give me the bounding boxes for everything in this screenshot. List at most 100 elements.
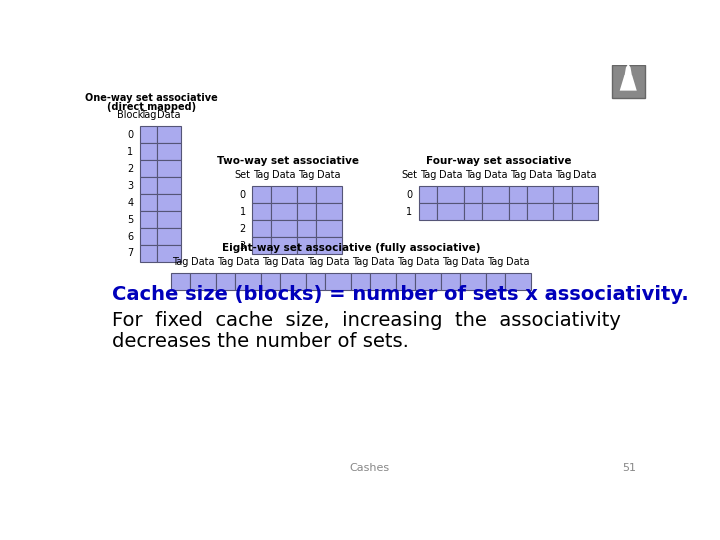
Bar <box>140 143 157 160</box>
Text: 6: 6 <box>127 232 133 241</box>
Bar <box>297 186 315 204</box>
Bar <box>252 237 271 254</box>
Bar <box>140 177 157 194</box>
Text: Tag: Tag <box>442 256 459 267</box>
Text: 0: 0 <box>127 130 133 140</box>
Text: Data: Data <box>272 170 295 180</box>
Polygon shape <box>624 64 632 77</box>
Bar <box>280 273 306 289</box>
Bar <box>527 204 554 220</box>
Text: Data: Data <box>157 110 181 120</box>
Bar <box>437 204 464 220</box>
Bar <box>271 186 297 204</box>
Bar <box>554 186 572 204</box>
Bar <box>415 273 441 289</box>
Text: 0: 0 <box>406 190 413 200</box>
Text: Tag: Tag <box>217 256 234 267</box>
Text: Data: Data <box>317 170 341 180</box>
Text: Data: Data <box>573 170 597 180</box>
Text: Set: Set <box>401 170 418 180</box>
Text: Data: Data <box>528 170 552 180</box>
Bar <box>140 126 157 143</box>
Text: Four-way set associative: Four-way set associative <box>426 157 572 166</box>
Bar <box>418 186 437 204</box>
Text: Data: Data <box>326 256 350 267</box>
Bar <box>554 204 572 220</box>
Bar <box>482 186 508 204</box>
Bar <box>315 237 342 254</box>
Bar <box>527 186 554 204</box>
Bar <box>437 186 464 204</box>
Bar <box>157 160 181 177</box>
Bar <box>261 273 280 289</box>
Bar <box>482 204 508 220</box>
Text: Data: Data <box>236 256 260 267</box>
Text: Tag: Tag <box>397 256 413 267</box>
Text: Tag: Tag <box>173 256 189 267</box>
Text: 1: 1 <box>406 207 413 217</box>
Text: Tag: Tag <box>307 256 324 267</box>
Bar <box>140 160 157 177</box>
Text: 3: 3 <box>240 241 246 251</box>
Bar <box>351 273 370 289</box>
Text: Tag: Tag <box>420 170 436 180</box>
Bar <box>572 204 598 220</box>
Bar <box>140 228 157 245</box>
Bar <box>140 245 157 262</box>
Polygon shape <box>620 75 636 91</box>
Bar <box>297 237 315 254</box>
Bar <box>171 273 190 289</box>
Bar <box>572 186 598 204</box>
Text: Set: Set <box>235 170 251 180</box>
Text: Data: Data <box>416 256 440 267</box>
Text: Tag: Tag <box>352 256 369 267</box>
Text: Cashes: Cashes <box>349 463 389 473</box>
Text: Data: Data <box>506 256 529 267</box>
Bar <box>315 220 342 237</box>
Text: Data: Data <box>192 256 215 267</box>
Bar <box>505 273 531 289</box>
Bar <box>508 186 527 204</box>
Bar <box>486 273 505 289</box>
Text: Eight-way set associative (fully associative): Eight-way set associative (fully associa… <box>222 244 480 253</box>
Text: Data: Data <box>484 170 507 180</box>
Text: 51: 51 <box>622 463 636 473</box>
Bar <box>464 186 482 204</box>
Text: Tag: Tag <box>298 170 315 180</box>
Text: Tag: Tag <box>140 110 156 120</box>
Bar <box>370 273 396 289</box>
Bar <box>325 273 351 289</box>
Text: Tag: Tag <box>464 170 481 180</box>
Bar <box>157 143 181 160</box>
Bar <box>190 273 216 289</box>
Bar <box>235 273 261 289</box>
Text: Cache size (blocks) = number of sets x associativity.: Cache size (blocks) = number of sets x a… <box>112 285 688 303</box>
Bar <box>297 220 315 237</box>
Text: Tag: Tag <box>262 256 279 267</box>
Text: 0: 0 <box>240 190 246 200</box>
Bar <box>418 204 437 220</box>
Bar <box>140 211 157 228</box>
Text: 5: 5 <box>127 214 133 225</box>
Bar <box>508 204 527 220</box>
Text: 2: 2 <box>127 164 133 174</box>
Text: Tag: Tag <box>510 170 526 180</box>
Text: Data: Data <box>438 170 462 180</box>
Text: 2: 2 <box>240 224 246 234</box>
Bar <box>157 194 181 211</box>
Bar <box>157 126 181 143</box>
Bar <box>297 204 315 220</box>
Text: (direct mapped): (direct mapped) <box>107 102 196 112</box>
Bar <box>464 204 482 220</box>
Text: Tag: Tag <box>554 170 571 180</box>
Bar <box>157 228 181 245</box>
Bar <box>271 220 297 237</box>
Bar <box>611 65 645 98</box>
Text: 1: 1 <box>127 147 133 157</box>
Bar <box>441 273 459 289</box>
Text: Two-way set associative: Two-way set associative <box>217 157 359 166</box>
Text: 1: 1 <box>240 207 246 217</box>
Text: 3: 3 <box>127 181 133 191</box>
Bar <box>157 211 181 228</box>
Bar <box>315 204 342 220</box>
